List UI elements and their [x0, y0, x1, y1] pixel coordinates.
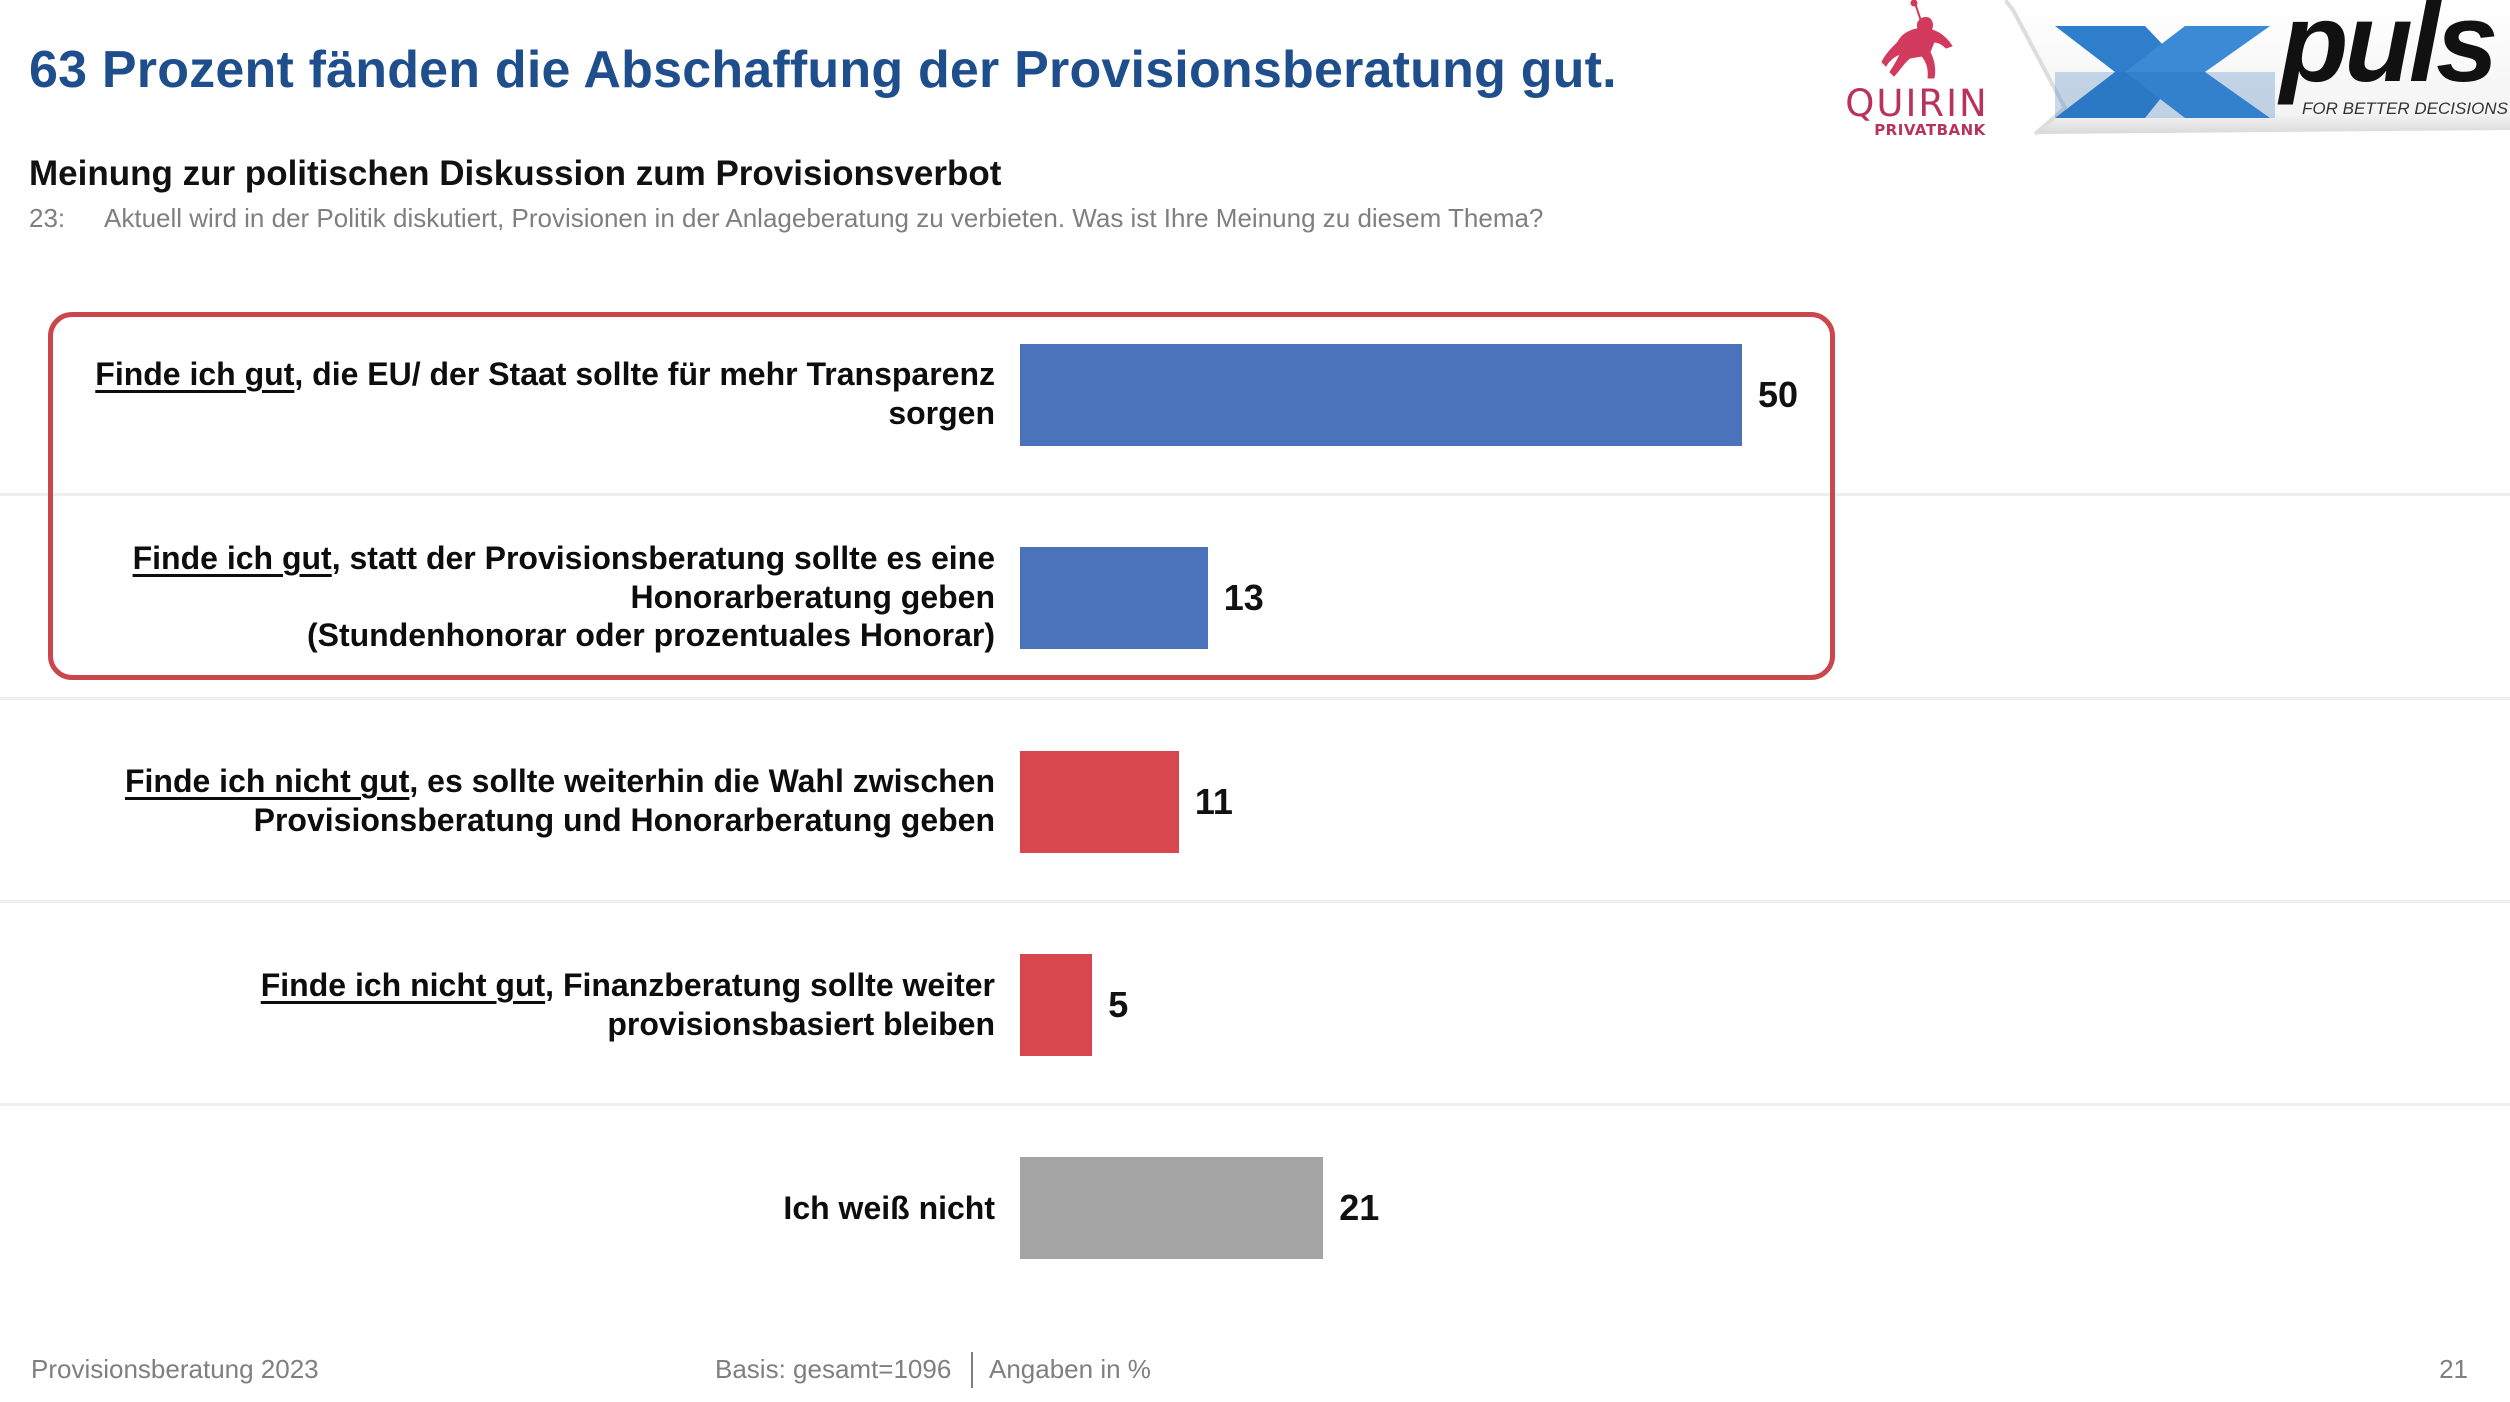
bar-label-text: (Stundenhonorar oder prozentuales Honora…: [306, 617, 995, 653]
bar-label-emphasis: Finde ich gut: [132, 540, 332, 576]
page-number: 21: [2439, 1354, 2468, 1384]
bar-label: Finde ich gut, die EU/ der Staat sollte …: [35, 355, 995, 432]
bar-label-text: sorgen: [888, 394, 995, 431]
bar-label: Finde ich nicht gut, Finanzberatung soll…: [35, 966, 995, 1043]
horseman-icon: [1881, 0, 1953, 79]
quirin-logo-text: QUIRIN: [1845, 82, 1989, 125]
bar-label-text: Provisionsberatung und Honorarberatung g…: [253, 801, 995, 838]
footer-basis: Basis: gesamt=1096: [715, 1354, 952, 1384]
bar-label: Finde ich nicht gut, es sollte weiterhin…: [35, 762, 995, 839]
bar: [1020, 954, 1093, 1056]
footer-study-name: Provisionsberatung 2023: [31, 1354, 319, 1384]
row-divider: [0, 697, 2510, 700]
bar-value-label: 11: [1194, 781, 1233, 822]
bar-label-text: provisionsbasiert bleiben: [607, 1005, 995, 1042]
bar-label-emphasis: Finde ich nicht gut: [124, 763, 410, 799]
bar-label-emphasis: Finde ich gut: [95, 356, 295, 392]
bar-label-text: Ich weiß nicht: [783, 1190, 995, 1226]
xpuls-logo: puls FOR BETTER DECISIONS: [2005, 0, 2510, 140]
bar: [1020, 751, 1179, 853]
bar-label-text: Honorarberatung geben: [630, 578, 995, 615]
bar-label-text: , statt der Provisionsberatung sollte es…: [331, 540, 995, 576]
bar-value-label: 21: [1339, 1187, 1380, 1228]
question-number: 23:: [29, 203, 66, 233]
row-divider: [0, 493, 2510, 496]
page-title: 63 Prozent fänden die Abschaffung der Pr…: [29, 41, 1617, 99]
bar-label: Ich weiß nicht: [35, 1189, 995, 1228]
bar-label-text: , die EU/ der Staat sollte für mehr Tran…: [294, 356, 995, 392]
privatbank-logo-text: PRIVATBANK: [1874, 121, 1986, 139]
bar: [1020, 344, 1742, 446]
bar-label-text: , es sollte weiterhin die Wahl zwischen: [409, 763, 995, 799]
bar-label-text: , Finanzberatung sollte weiter: [545, 967, 995, 1003]
quirin-privatbank-logo: QUIRIN PRIVATBANK: [1838, 0, 1993, 142]
bar-label-emphasis: Finde ich nicht gut: [260, 967, 546, 1003]
row-divider: [0, 1103, 2510, 1106]
survey-question: 23: Aktuell wird in der Politik diskutier…: [29, 203, 1543, 234]
question-text: Aktuell wird in der Politik diskutiert, …: [104, 203, 1544, 233]
bar-value-label: 50: [1758, 374, 1799, 415]
highlight-box-positive-answers: [48, 312, 1835, 680]
bar-value-label: 5: [1108, 984, 1129, 1025]
row-divider: [0, 900, 2510, 903]
chart-subheading: Meinung zur politischen Diskussion zum P…: [29, 154, 1002, 193]
xpuls-tagline: FOR BETTER DECISIONS: [2302, 99, 2508, 118]
bar: [1020, 547, 1208, 649]
footer-divider: [971, 1352, 973, 1388]
bar-label: Finde ich gut, statt der Provisionsberat…: [35, 539, 995, 655]
bar: [1020, 1157, 1324, 1259]
puls-logo-text: puls: [2280, 0, 2498, 105]
footer-unit-note: Angaben in %: [989, 1354, 1151, 1384]
x-mark-icon: [2055, 26, 2275, 118]
bar-value-label: 13: [1223, 577, 1264, 618]
